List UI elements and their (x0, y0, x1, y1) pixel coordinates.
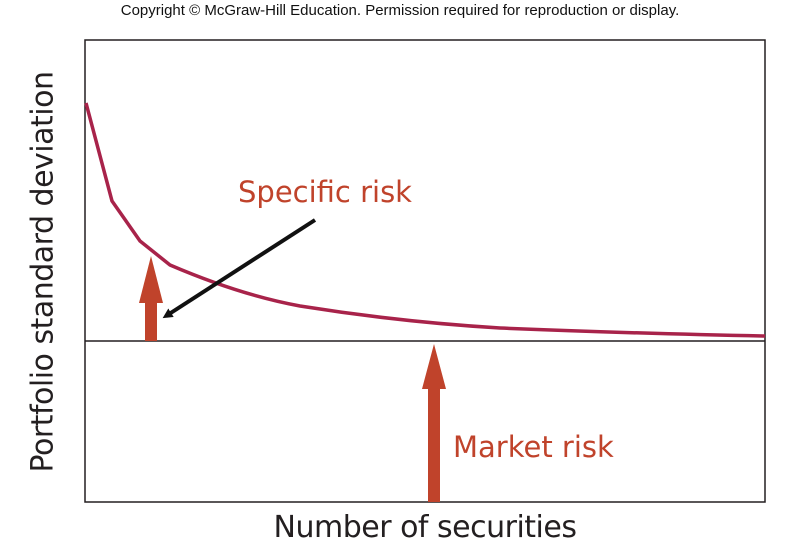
x-axis-label: Number of securities (273, 510, 577, 545)
specific-risk-pointer (162, 218, 317, 319)
copyright-notice: Copyright © McGraw-Hill Education. Permi… (120, 2, 680, 19)
plot-frame (84, 39, 766, 503)
market-risk-label: Market risk (453, 430, 614, 464)
specific-risk-arrow (139, 256, 163, 341)
y-axis-label: Portfolio standard deviation (25, 71, 61, 473)
specific-risk-label: Specific risk (238, 175, 412, 209)
market-risk-arrow (422, 344, 446, 502)
portfolio-risk-curve (84, 102, 766, 338)
